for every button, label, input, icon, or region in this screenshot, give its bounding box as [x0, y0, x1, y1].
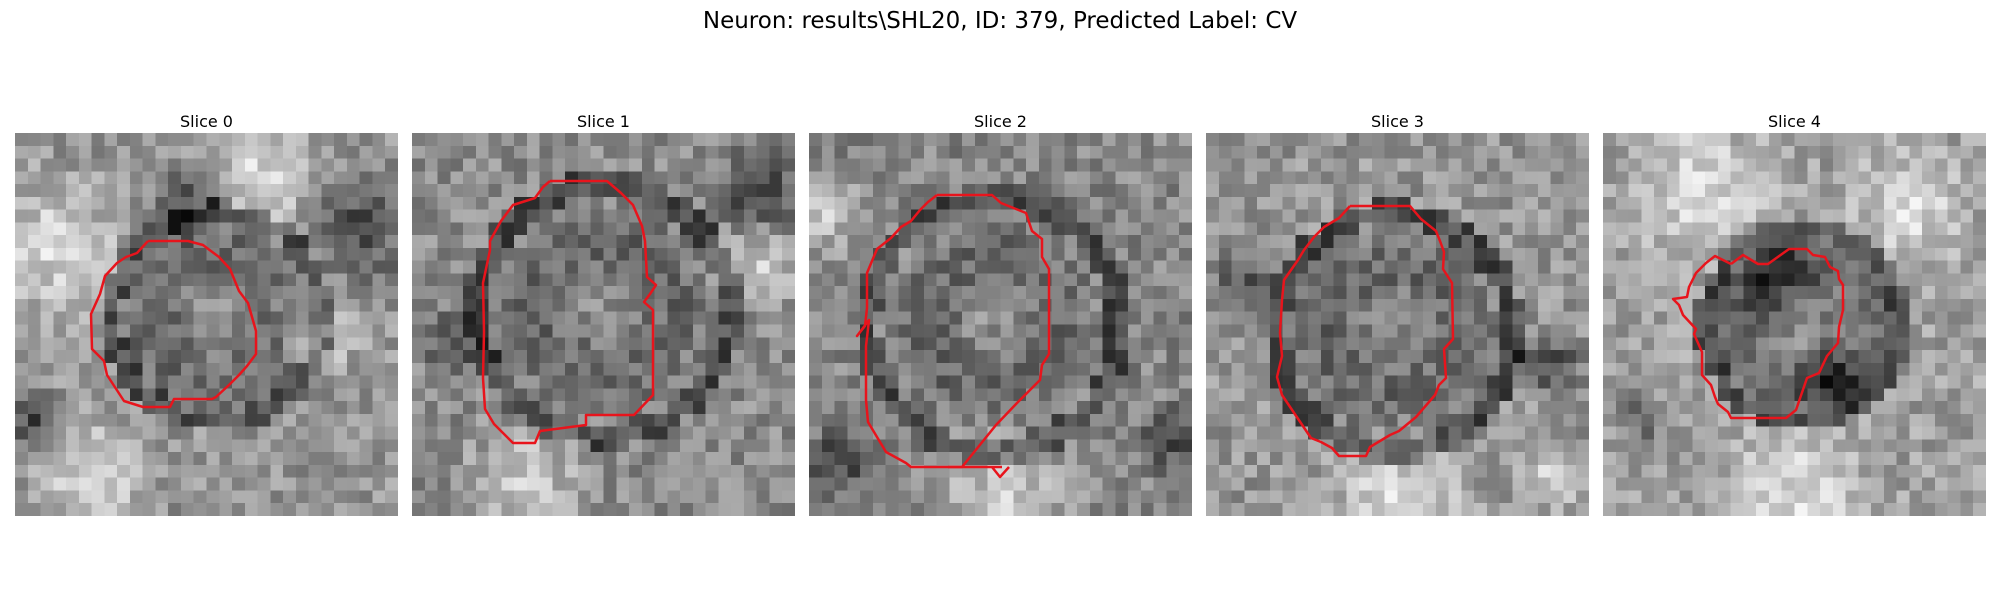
slice-title: Slice 3 [1371, 112, 1424, 131]
slice-title: Slice 1 [577, 112, 630, 131]
grayscale-image [1206, 133, 1589, 516]
slice-title: Slice 4 [1768, 112, 1821, 131]
grayscale-image [412, 133, 795, 516]
slice-image [1206, 133, 1589, 516]
roi-contour [1275, 204, 1455, 458]
figure-title: Neuron: results\SHL20, ID: 379, Predicte… [702, 8, 1298, 34]
slice-image [809, 133, 1192, 516]
slice-panel: Slice 2 [809, 112, 1192, 516]
grayscale-image [15, 133, 398, 516]
slice-panel: Slice 1 [412, 112, 795, 516]
roi-contour [1671, 247, 1845, 420]
slice-image [1603, 133, 1986, 516]
slice-panel: Slice 3 [1206, 112, 1589, 516]
roi-contour [481, 179, 658, 445]
slice-panel: Slice 4 [1603, 112, 1986, 516]
roi-contour [89, 239, 258, 409]
grayscale-image [1603, 133, 1986, 516]
slice-panel: Slice 0 [15, 112, 398, 516]
slice-title: Slice 0 [180, 112, 233, 131]
slice-image [15, 133, 398, 516]
slice-title: Slice 2 [974, 112, 1027, 131]
slice-image [412, 133, 795, 516]
roi-contour [855, 193, 1051, 479]
grayscale-image [809, 133, 1192, 516]
